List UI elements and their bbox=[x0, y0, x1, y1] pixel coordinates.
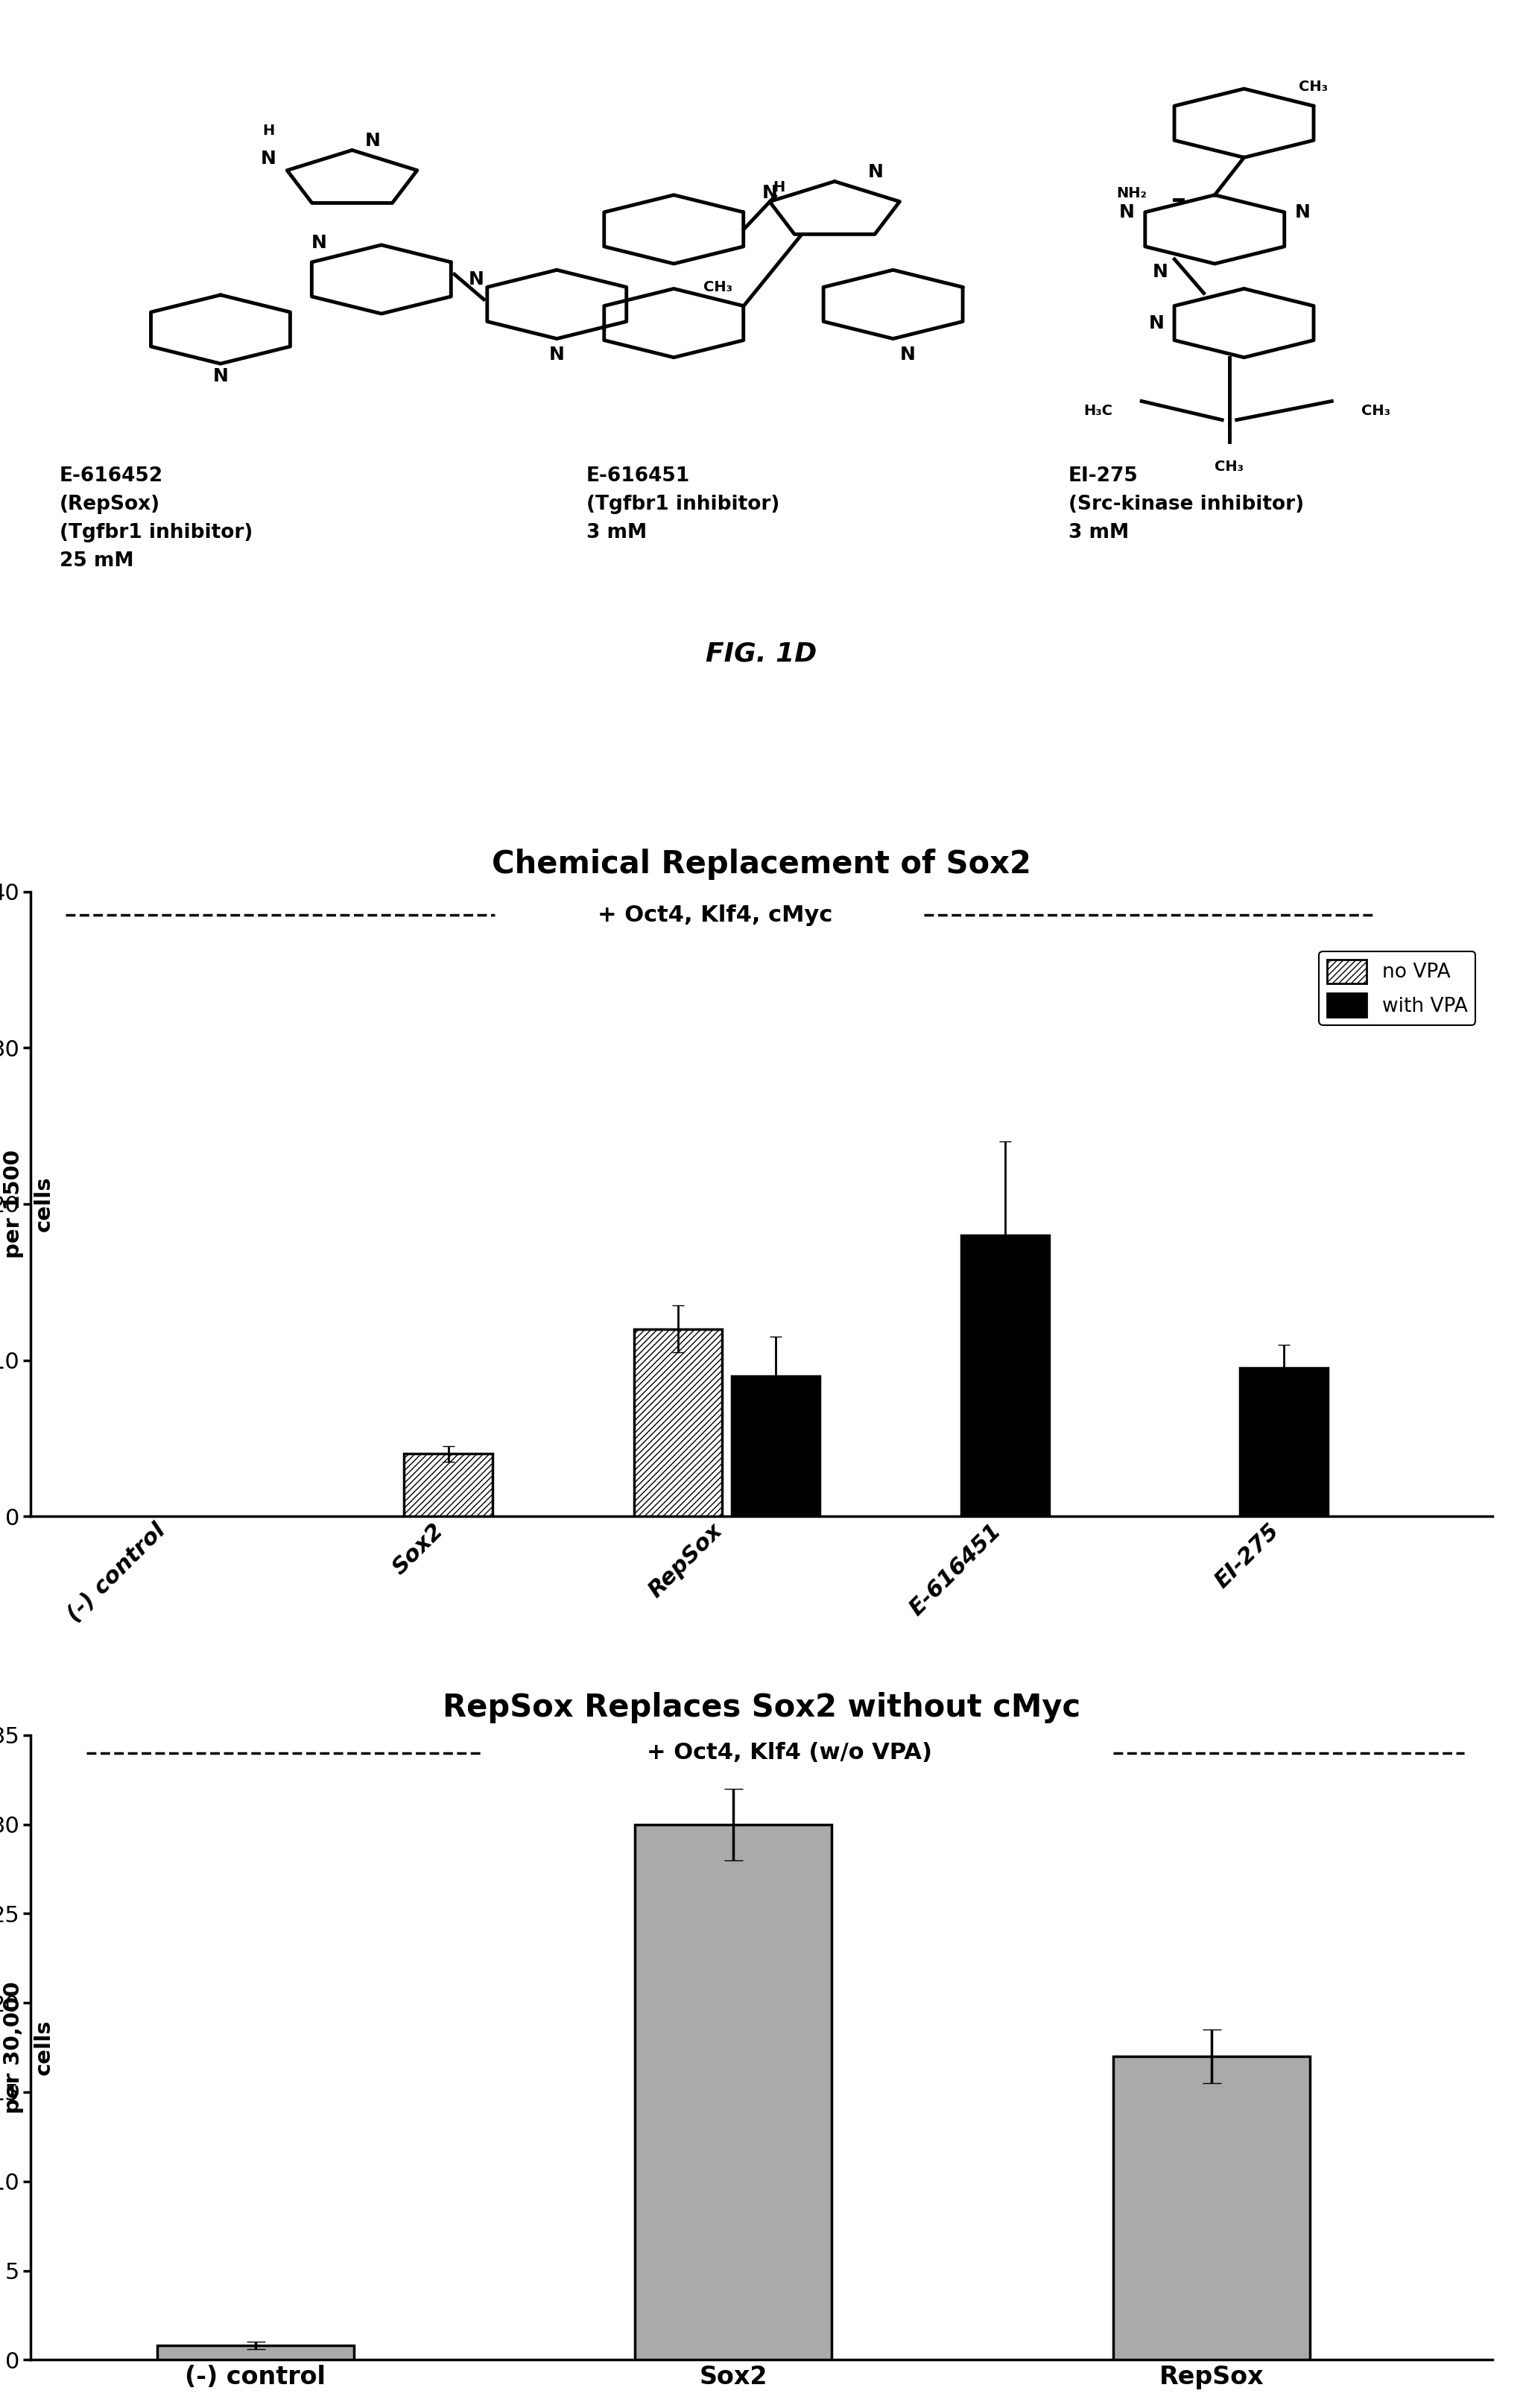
Text: N: N bbox=[366, 132, 381, 149]
Text: CH₃: CH₃ bbox=[1299, 79, 1328, 94]
Text: N: N bbox=[868, 164, 883, 181]
Text: N: N bbox=[213, 368, 228, 385]
Text: FIG. 1E: FIG. 1E bbox=[708, 1765, 815, 1792]
Bar bbox=[635, 1825, 832, 2360]
Legend: no VPA, with VPA: no VPA, with VPA bbox=[1319, 951, 1476, 1026]
Bar bbox=[731, 1375, 819, 1517]
Text: N: N bbox=[260, 149, 277, 169]
Text: H₃C: H₃C bbox=[1083, 405, 1112, 417]
Text: FIG. 1D: FIG. 1D bbox=[705, 641, 818, 667]
Text: N: N bbox=[1119, 202, 1135, 222]
Text: N: N bbox=[900, 344, 915, 364]
Text: E-616452
(RepSox)
(Tgfbr1 inhibitor)
25 mM: E-616452 (RepSox) (Tgfbr1 inhibitor) 25 … bbox=[59, 467, 253, 571]
Bar bbox=[634, 1329, 722, 1517]
Title: RepSox Replaces Sox2 without cMyc: RepSox Replaces Sox2 without cMyc bbox=[443, 1693, 1080, 1724]
Text: + Oct4, Klf4, cMyc: + Oct4, Klf4, cMyc bbox=[597, 905, 833, 925]
Text: EI-275
(Src-kinase inhibitor)
3 mM: EI-275 (Src-kinase inhibitor) 3 mM bbox=[1069, 467, 1304, 542]
Bar bbox=[961, 1235, 1049, 1517]
Title: Chemical Replacement of Sox2: Chemical Replacement of Sox2 bbox=[492, 848, 1031, 879]
Text: N: N bbox=[1295, 202, 1310, 222]
Text: N: N bbox=[469, 270, 484, 289]
Y-axis label: Number
of GFP+
Colonies
per 1500
cells: Number of GFP+ Colonies per 1500 cells bbox=[0, 1149, 55, 1259]
Text: N: N bbox=[1148, 313, 1164, 332]
Text: N: N bbox=[311, 234, 327, 253]
Bar bbox=[404, 1454, 492, 1517]
Text: H: H bbox=[262, 123, 274, 137]
Text: E-616451
(Tgfbr1 inhibitor)
3 mM: E-616451 (Tgfbr1 inhibitor) 3 mM bbox=[586, 467, 780, 542]
Text: + Oct4, Klf4 (w/o VPA): + Oct4, Klf4 (w/o VPA) bbox=[647, 1741, 932, 1763]
Text: CH₃: CH₃ bbox=[1362, 405, 1390, 417]
Text: H: H bbox=[772, 181, 784, 195]
Bar bbox=[1113, 2056, 1310, 2360]
Bar bbox=[157, 2345, 353, 2360]
Text: NH₂: NH₂ bbox=[1116, 185, 1147, 200]
Y-axis label: Number
of GFP+
Colonies
per 30,000
cells: Number of GFP+ Colonies per 30,000 cells bbox=[0, 1982, 55, 2114]
Text: CH₃: CH₃ bbox=[1215, 460, 1244, 474]
Text: N: N bbox=[548, 344, 565, 364]
Bar bbox=[1240, 1368, 1328, 1517]
Text: N: N bbox=[762, 183, 777, 202]
Text: N: N bbox=[1151, 262, 1168, 282]
Text: CH₃: CH₃ bbox=[704, 279, 733, 294]
